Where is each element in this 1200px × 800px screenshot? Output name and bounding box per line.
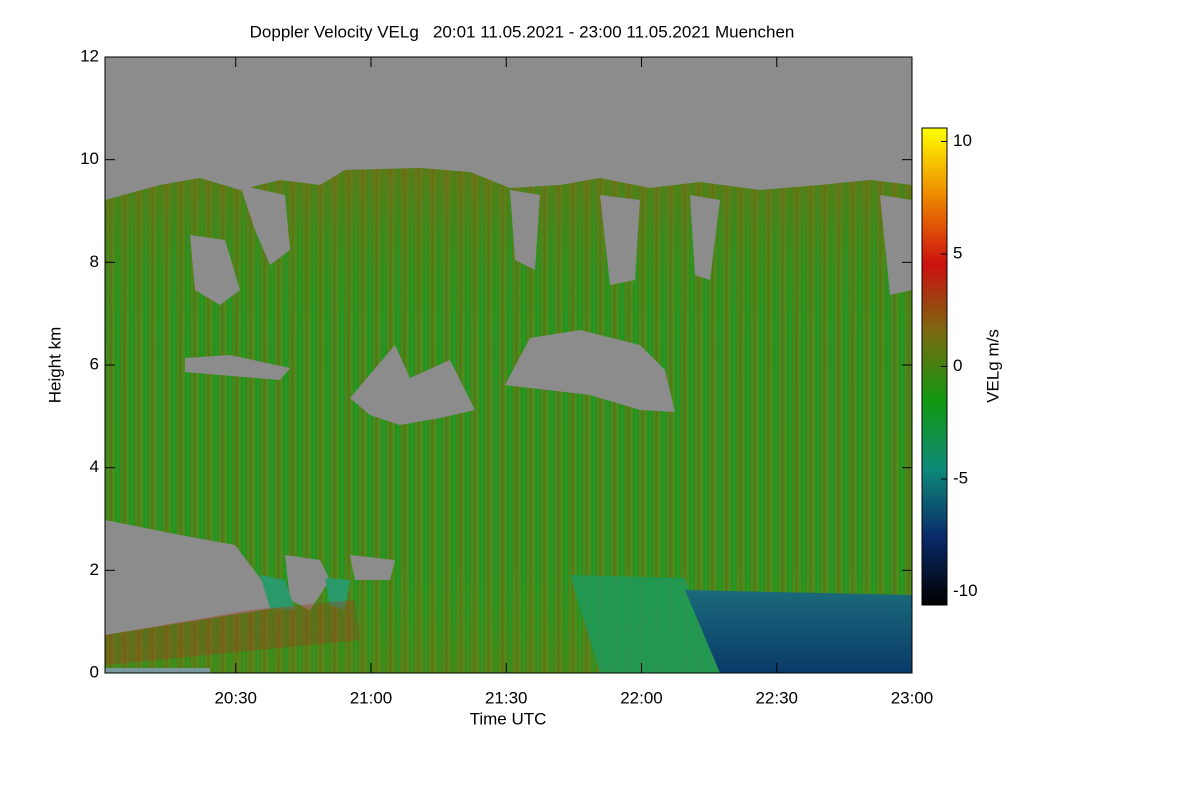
y-tick-label: 2	[90, 560, 99, 579]
x-tick-label: 23:00	[891, 688, 934, 707]
y-tick-label: 0	[90, 662, 99, 681]
heatmap	[105, 57, 912, 673]
colorbar-tick-label: 10	[953, 131, 972, 150]
x-tick-label: 21:00	[350, 688, 393, 707]
colorbar-tick-label: 0	[953, 356, 962, 375]
colorbar-tick-label: 5	[953, 243, 962, 262]
y-tick-label: 4	[90, 457, 99, 476]
chart-title: Doppler Velocity VELg 20:01 11.05.2021 -…	[250, 22, 795, 41]
x-tick-label: 22:30	[755, 688, 798, 707]
x-tick-label: 21:30	[485, 688, 528, 707]
y-tick-label: 10	[80, 149, 99, 168]
y-tick-label: 6	[90, 354, 99, 373]
y-tick-label: 8	[90, 252, 99, 271]
x-tick-label: 22:00	[620, 688, 663, 707]
colorbar-tick-label: -5	[953, 468, 968, 487]
y-axis-label: Height km	[45, 327, 64, 404]
x-tick-label: 20:30	[214, 688, 257, 707]
colorbar-label: VELg m/s	[983, 329, 1002, 403]
colorbar-tick-label: -10	[953, 581, 978, 600]
x-axis-label: Time UTC	[470, 709, 547, 728]
y-tick-label: 12	[80, 46, 99, 65]
